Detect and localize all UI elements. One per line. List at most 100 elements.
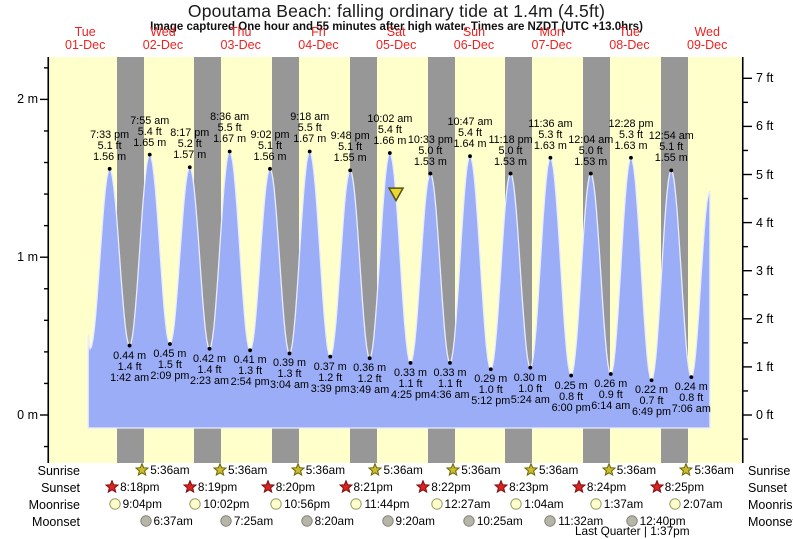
- y-axis-right-label: 1 ft: [756, 359, 774, 374]
- tide-label-line: 9:18 am: [290, 111, 330, 124]
- almanac-entry: 10:02pm: [188, 497, 249, 511]
- tide-label-line: 0.22 m: [635, 384, 669, 397]
- day-label: Thu 03-Dec: [202, 26, 280, 52]
- day-date: 04-Dec: [298, 38, 339, 52]
- sunset-star-icon: [649, 480, 664, 494]
- almanac-entry: 1:37am: [589, 497, 643, 511]
- day-date: 01-Dec: [65, 38, 106, 52]
- tide-label-line: 1.1 ft: [398, 377, 423, 390]
- low-tide-label: 0.33 m 1.1 ft 4:25 pm: [373, 366, 449, 401]
- almanac-row-label-left: Moonrise: [28, 498, 80, 512]
- tide-label-line: 0.9 ft: [598, 388, 623, 401]
- almanac-entry: 8:24pm: [571, 480, 626, 494]
- tide-label-line: 1.55 m: [333, 152, 367, 165]
- tide-label-line: 0.26 m: [594, 377, 628, 390]
- tide-label-line: 0.33 m: [393, 366, 427, 379]
- tide-label-line: 4:36 am: [430, 388, 470, 401]
- y-axis-right-label: 0 ft: [756, 408, 774, 422]
- almanac-row-label-right: Sunrise: [748, 464, 791, 478]
- sunset-star-icon: [416, 480, 431, 494]
- day-name: Wed: [150, 25, 176, 39]
- moon-phase-note: Last Quarter | 1:37pm: [575, 524, 690, 538]
- almanac-entry: 8:20am: [300, 514, 354, 528]
- high-tide-label: 12:04 am 5.0 ft 1.53 m: [553, 134, 629, 168]
- almanac-entry: 9:20am: [381, 514, 435, 528]
- low-tide-label: 0.39 m 1.3 ft 3:04 am: [252, 358, 328, 391]
- almanac-row-label-right: Sunset: [748, 481, 787, 495]
- almanac-entry: 11:32am: [543, 514, 603, 528]
- tide-label-line: 3:39 pm: [310, 382, 350, 395]
- tide-label-line: 10:47 am: [447, 116, 493, 129]
- moonrise-circle-icon: [430, 498, 443, 510]
- tide-label-line: 0.39 m: [272, 357, 306, 370]
- low-tide-label: 0.33 m 1.1 ft 4:36 am: [412, 367, 488, 401]
- tide-label-line: 1.56 m: [93, 150, 127, 163]
- almanac-time: 12:40pm: [639, 514, 686, 528]
- tide-label-line: 7:06 am: [671, 403, 711, 416]
- tide-label-line: 0.8 ft: [679, 392, 704, 405]
- almanac-entry: 10:56pm: [269, 497, 330, 511]
- high-tide-label: 9:18 am 5.5 ft 1.67 m: [272, 112, 348, 145]
- low-tide-label: 0.42 m 1.4 ft 2:23 am: [172, 352, 248, 387]
- almanac-time: 10:25am: [476, 514, 523, 528]
- tide-label-line: 5.4 ft: [377, 124, 402, 137]
- almanac-row-label-left: Sunset: [41, 481, 80, 495]
- low-tide-label: 0.37 m 1.2 ft 3:39 pm: [292, 360, 368, 395]
- tide-label-line: 0.37 m: [313, 360, 347, 373]
- sunset-star-icon: [105, 480, 120, 494]
- almanac-entry: 10:25am: [462, 514, 523, 528]
- almanac-entry: 8:23pm: [494, 480, 548, 494]
- almanac-entry: 5:36am: [601, 463, 656, 477]
- high-tide-label: 7:55 am 5.4 ft 1.65 m: [112, 115, 188, 149]
- tide-label-line: 3:49 am: [350, 384, 390, 397]
- sunrise-star-icon: [601, 463, 616, 477]
- tide-label-line: 1.65 m: [133, 136, 167, 149]
- tide-label-line: 0.8 ft: [559, 390, 584, 403]
- y-axis-right-label: 6 ft: [756, 119, 774, 134]
- day-name: Fri: [311, 25, 326, 39]
- high-tide-label: 7:33 pm 5.1 ft 1.56 m: [72, 129, 148, 163]
- tide-label-line: 12:54 am: [648, 130, 694, 143]
- tide-label-line: 5.1 ft: [659, 141, 684, 154]
- tide-label-line: 5.0 ft: [498, 144, 523, 157]
- almanac-row-label-left: Sunrise: [37, 464, 80, 478]
- almanac-time: 8:19pm: [197, 480, 238, 494]
- sunrise-star-icon: [523, 463, 538, 477]
- tide-label-line: 1.56 m: [253, 150, 287, 163]
- low-tide-label: 0.26 m 0.9 ft 6:14 am: [573, 377, 649, 412]
- moonset-circle-icon: [300, 515, 313, 527]
- tide-label-line: 0.25 m: [554, 379, 588, 392]
- tide-label-line: 0.42 m: [193, 352, 227, 365]
- tide-label-line: 5.2 ft: [177, 138, 202, 151]
- tide-label-line: 5.1 ft: [338, 141, 363, 154]
- tide-label-line: 5.1 ft: [257, 139, 282, 152]
- sunset-star-icon: [494, 480, 509, 494]
- almanac-row-label-right: Moonrise: [748, 498, 793, 512]
- page-subtitle: Image captured One hour and 55 minutes a…: [150, 21, 643, 33]
- day-label: Sat 05-Dec: [357, 26, 435, 52]
- almanac-row-label-left: Moonset: [32, 515, 80, 529]
- almanac-time: 8:22pm: [431, 480, 471, 494]
- day-label: Tue 08-Dec: [590, 26, 668, 52]
- tide-label-line: 1.3 ft: [238, 365, 263, 378]
- low-tide-label: 0.30 m 1.0 ft 5:24 am: [492, 372, 568, 406]
- almanac-entry: 1:04am: [509, 497, 564, 511]
- almanac-time: 5:36am: [538, 463, 579, 477]
- almanac-time: 8:21pm: [353, 480, 393, 494]
- tide-label-line: 1.5 ft: [157, 358, 182, 371]
- tide-label-line: 1.53 m: [413, 155, 447, 168]
- tide-label-line: 1.63 m: [533, 139, 567, 152]
- tide-label-line: 1.4 ft: [197, 363, 222, 376]
- tide-label-line: 8:17 pm: [170, 127, 210, 140]
- tide-label-line: 5.0 ft: [578, 144, 603, 157]
- high-tide-label: 10:02 am 5.4 ft 1.66 m: [352, 114, 428, 147]
- tide-label-line: 2:09 pm: [150, 369, 190, 382]
- almanac-entry: 5:36am: [679, 463, 734, 477]
- moonrise-circle-icon: [590, 498, 602, 510]
- page-title: Opoutama Beach: falling ordinary tide at…: [187, 1, 606, 21]
- tide-label-line: 6:49 pm: [632, 406, 672, 419]
- almanac-time: 5:36am: [383, 463, 423, 477]
- day-name: Wed: [694, 25, 720, 39]
- high-tide-label: 9:02 pm 5.1 ft 1.56 m: [232, 129, 308, 163]
